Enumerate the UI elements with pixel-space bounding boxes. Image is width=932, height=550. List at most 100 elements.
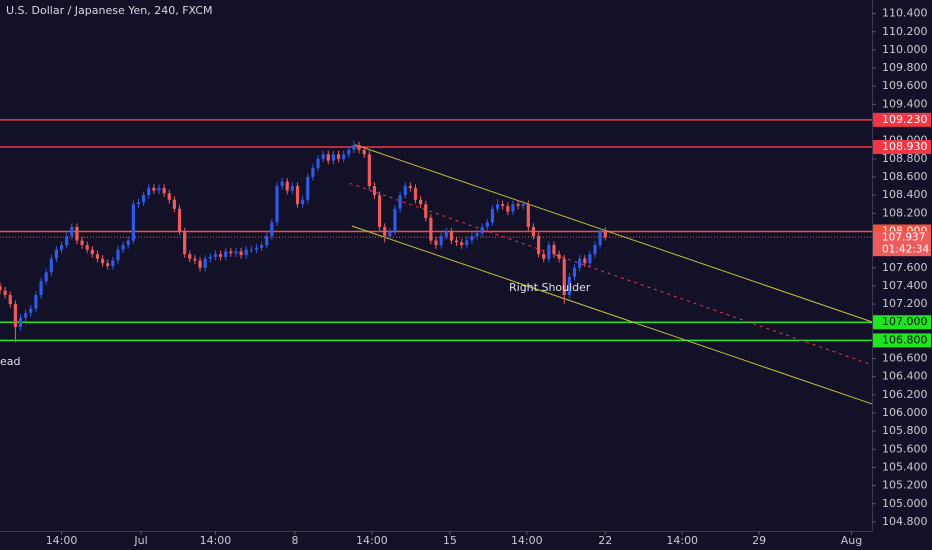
candle-body — [536, 236, 541, 255]
y-tick-label: 104.800 — [882, 515, 928, 528]
y-tick-label: 109.800 — [882, 61, 928, 74]
candle-body — [352, 145, 356, 150]
candle-body — [183, 231, 187, 255]
y-tick-label: 109.600 — [882, 79, 928, 92]
candle-body — [193, 258, 197, 261]
y-tick-label: 108.200 — [882, 206, 928, 219]
candle-body — [229, 251, 233, 254]
candle-body — [460, 242, 464, 246]
y-tick-label: 110.000 — [882, 43, 928, 56]
candle-body — [85, 245, 89, 250]
candle-body — [39, 281, 43, 295]
candle-body — [578, 258, 582, 268]
candle-body — [429, 217, 433, 241]
y-tick-label: 107.400 — [882, 279, 928, 292]
level-label-box — [873, 333, 931, 348]
candle-body — [254, 247, 259, 250]
trendline — [354, 144, 873, 323]
candle-body — [408, 186, 412, 188]
candle-body — [295, 186, 300, 205]
current-price-box — [873, 231, 931, 257]
candle-body — [13, 304, 17, 327]
candle-body — [501, 204, 505, 207]
y-tick-label: 106.200 — [882, 388, 928, 401]
candle-body — [557, 254, 561, 259]
x-tick-label: 14:00 — [200, 534, 232, 547]
candle-body — [244, 249, 248, 256]
candle-body — [44, 272, 48, 282]
candle-body — [398, 195, 402, 209]
candle-body — [59, 245, 64, 250]
trendline — [349, 182, 873, 366]
y-tick-label: 105.600 — [882, 442, 928, 455]
candle-body — [424, 204, 428, 218]
candle-body — [301, 199, 305, 205]
y-tick-label: 105.800 — [882, 424, 928, 437]
candle-body — [167, 193, 171, 200]
annotation: Right Shoulder — [509, 281, 591, 294]
candle-body — [100, 258, 105, 264]
candle-body — [342, 154, 346, 159]
candle-body — [275, 186, 279, 223]
candle-body — [321, 154, 325, 159]
y-tick-label: 109.400 — [882, 97, 928, 110]
level-label: 107.000 — [882, 315, 928, 328]
candle-body — [419, 199, 423, 205]
candle-body — [449, 231, 453, 241]
candle-body — [444, 231, 448, 236]
candle-body — [567, 276, 571, 295]
countdown-label: 01:42:34 — [882, 244, 929, 256]
candle-body — [131, 204, 135, 241]
candle-body — [306, 177, 310, 200]
candle-body — [470, 236, 474, 241]
candle-body — [218, 254, 223, 257]
candle-body — [265, 236, 269, 246]
candle-body — [465, 240, 469, 246]
level-label-box — [873, 112, 931, 127]
chart-title: U.S. Dollar / Japanese Yen, 240, FXCM — [6, 4, 212, 17]
candle-body — [285, 181, 289, 191]
x-tick-label: Jul — [133, 534, 147, 547]
candle-body — [434, 240, 438, 246]
candle-body — [485, 222, 489, 227]
candle-body — [116, 249, 120, 261]
candle-body — [111, 260, 115, 266]
candle-body — [260, 245, 264, 248]
candle-body — [572, 267, 577, 277]
candle-body — [152, 187, 156, 191]
y-tick-label: 107.200 — [882, 297, 928, 310]
candle-body — [198, 260, 202, 268]
trendline — [351, 225, 873, 405]
x-tick-label: 14:00 — [356, 534, 388, 547]
y-tick-label: 106.600 — [882, 352, 928, 365]
y-tick-label: 105.000 — [882, 497, 928, 510]
candle-body — [142, 195, 146, 203]
candle-body — [490, 208, 495, 223]
level-label: 109.230 — [882, 113, 928, 126]
y-tick-label: 106.000 — [882, 406, 928, 419]
y-tick-label: 110.400 — [882, 7, 928, 20]
candle-body — [106, 263, 110, 266]
candle-body — [290, 186, 294, 191]
annotation: ead — [0, 355, 21, 368]
candle-body — [542, 254, 546, 259]
x-tick-label: Aug — [841, 534, 862, 547]
candle-body — [562, 258, 566, 295]
x-tick-label: 22 — [598, 534, 612, 547]
candle-body — [521, 204, 525, 207]
candle-body — [239, 251, 243, 256]
candle-body — [29, 308, 33, 314]
candle-body — [34, 295, 38, 309]
level-label: 106.800 — [882, 333, 928, 346]
candle-body — [157, 187, 161, 191]
candle-body — [603, 231, 607, 238]
plot-area — [0, 119, 873, 405]
candle-body — [126, 240, 130, 246]
candle-body — [65, 236, 69, 246]
candle-body — [413, 187, 418, 200]
candle-body — [24, 313, 28, 318]
candle-body — [213, 254, 218, 257]
candle-body — [383, 226, 387, 236]
